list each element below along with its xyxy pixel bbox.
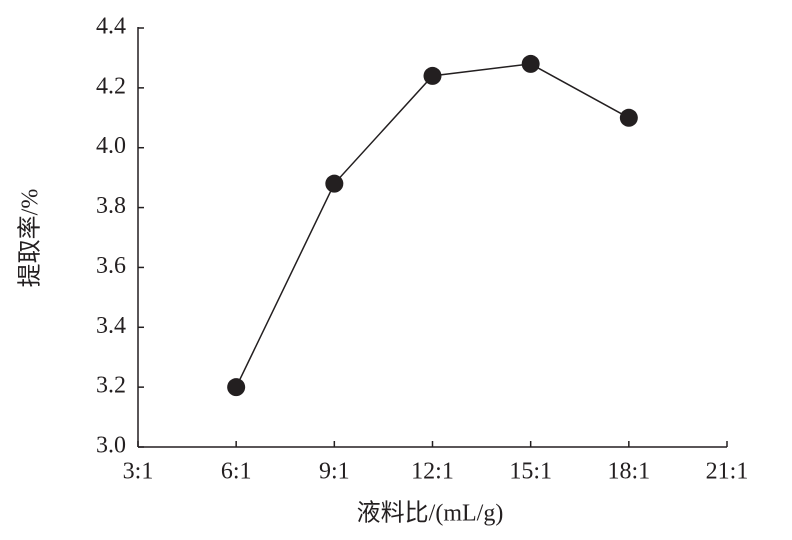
point — [521, 54, 540, 73]
y-tick-label: 3.2 — [96, 373, 126, 399]
y-tick-label: 3.8 — [96, 193, 126, 219]
x-tick-label: 18:1 — [607, 459, 650, 485]
line — [235, 63, 630, 388]
y-tick-label: 3.6 — [96, 253, 126, 279]
x-tick-label: 21:1 — [706, 459, 749, 485]
y-tick-label: 4.4 — [96, 14, 126, 40]
point — [325, 174, 344, 193]
y-tick-label: 4.2 — [96, 73, 126, 99]
x-tick-label: 15:1 — [509, 459, 552, 485]
x-axis-label: 液料比/(mL/g) — [357, 500, 504, 527]
point — [227, 378, 246, 397]
x-tick-label: 3:1 — [123, 459, 154, 485]
x-tick-label: 9:1 — [319, 459, 350, 485]
y-tick-label: 3.0 — [96, 433, 126, 459]
y-axis-label: 提取率/% — [17, 189, 44, 288]
x-tick-label: 12:1 — [411, 459, 454, 485]
point — [619, 108, 638, 127]
point — [423, 66, 442, 85]
x-tick-label: 6:1 — [221, 459, 252, 485]
y-tick-label: 4.0 — [96, 133, 126, 159]
y-tick-label: 3.4 — [96, 313, 126, 339]
